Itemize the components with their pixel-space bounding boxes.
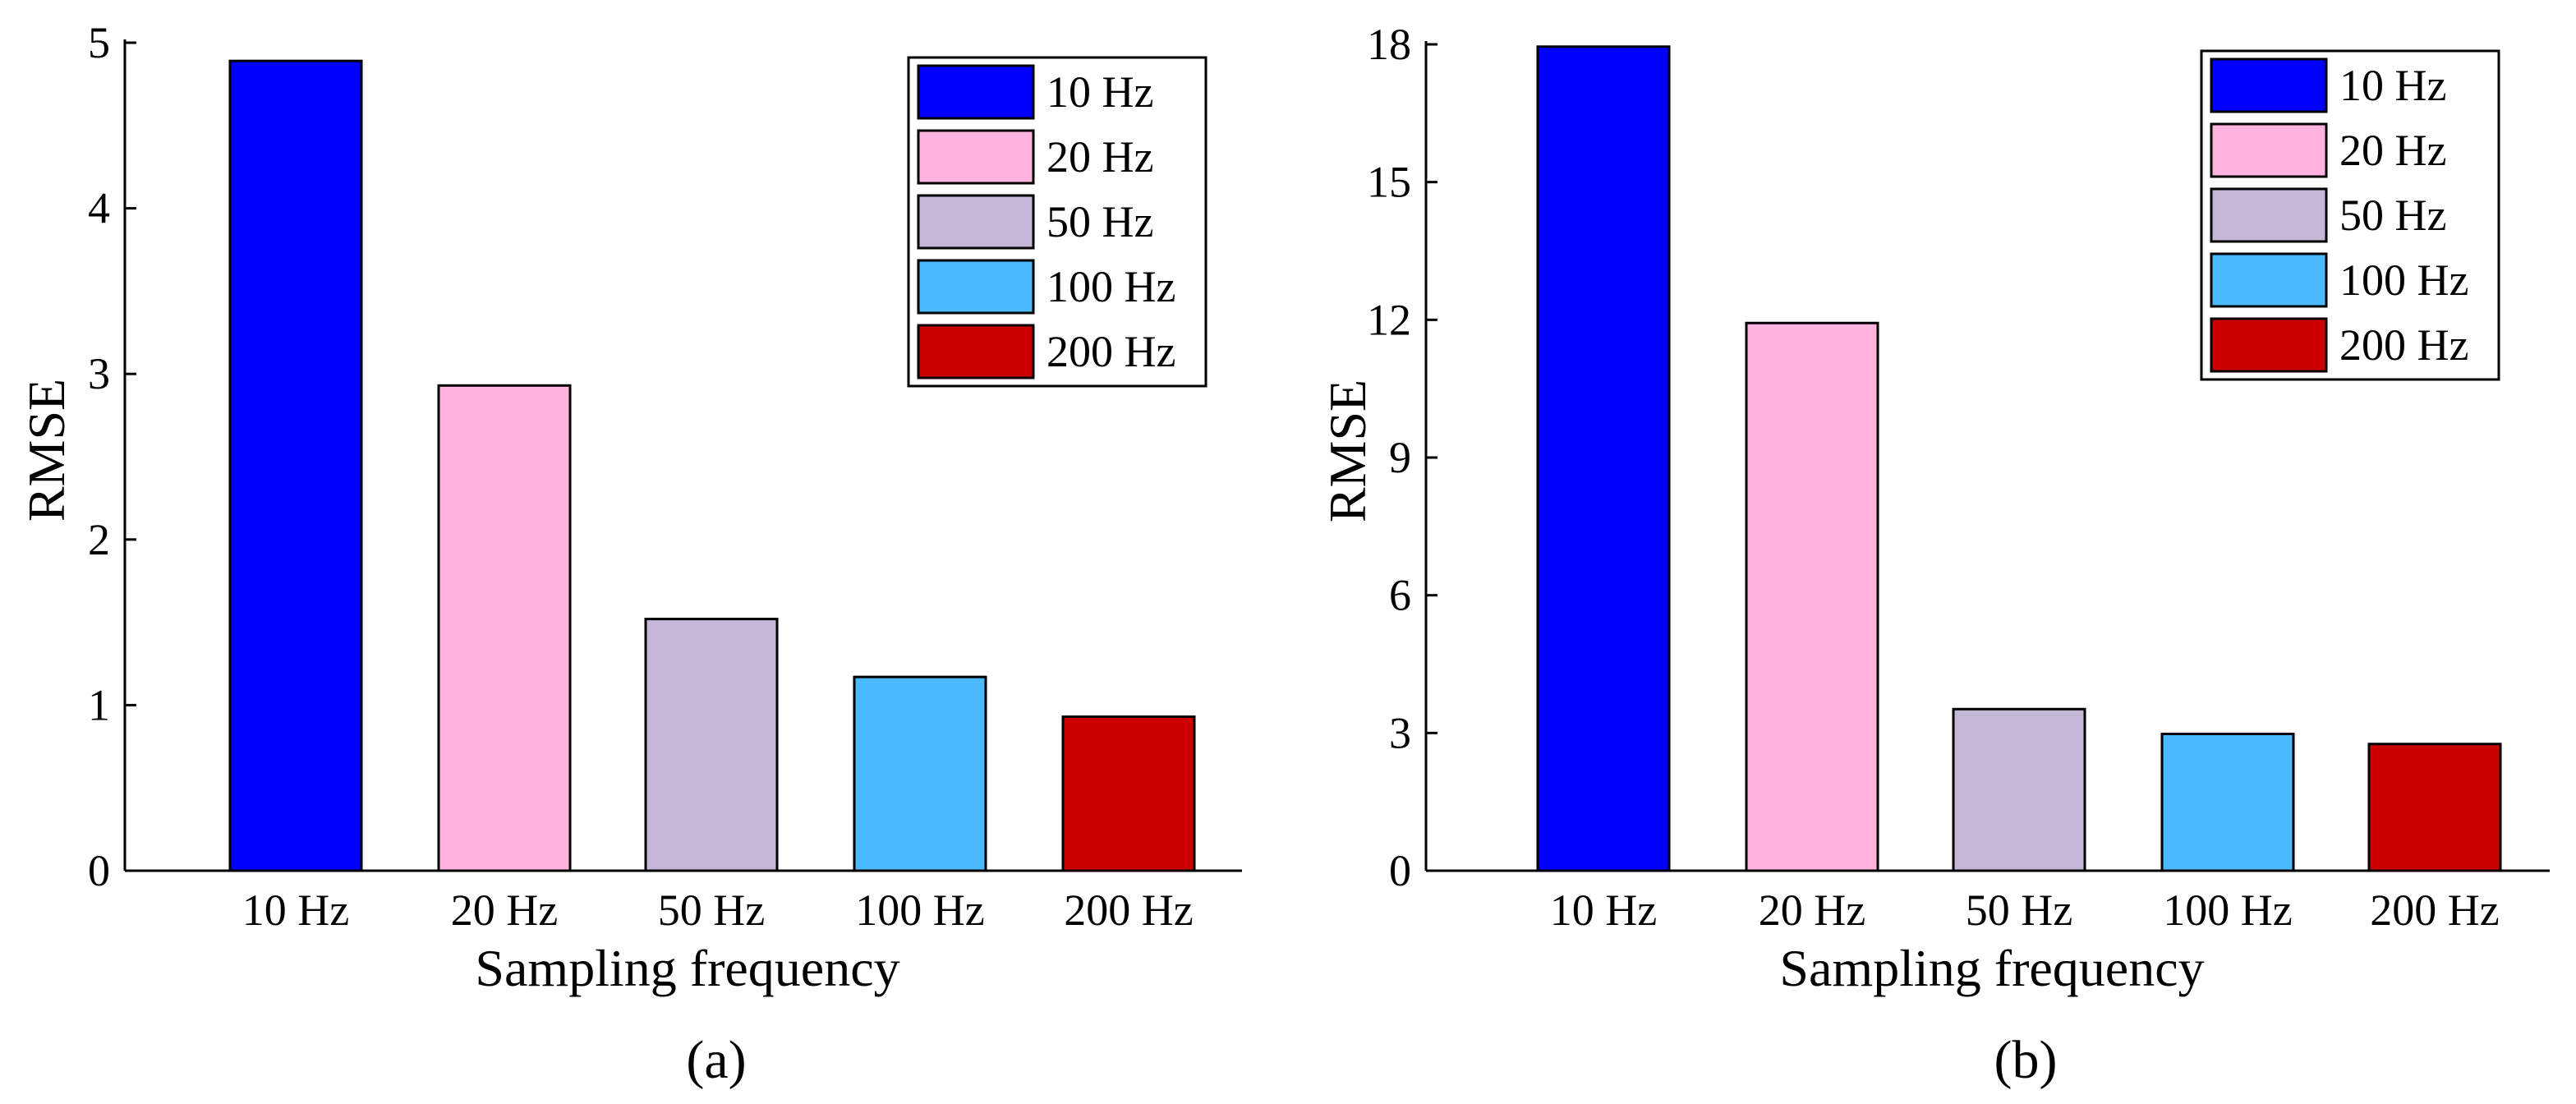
x-tick-label: 200 Hz bbox=[1064, 886, 1193, 935]
y-axis-label: RMSE bbox=[17, 379, 76, 522]
y-tick-label: 0 bbox=[88, 846, 110, 895]
y-tick-label: 9 bbox=[1389, 433, 1411, 482]
y-tick-label: 1 bbox=[88, 680, 110, 729]
y-tick-label: 18 bbox=[1367, 20, 1411, 69]
legend: 10 Hz 20 Hz 50 Hz 100 Hz 200 Hz bbox=[2200, 49, 2500, 381]
legend: 10 Hz 20 Hz 50 Hz 100 Hz 200 Hz bbox=[907, 56, 1208, 388]
y-tick-label: 3 bbox=[88, 349, 110, 398]
x-tick-label: 100 Hz bbox=[2163, 886, 2292, 935]
y-tick-label: 2 bbox=[88, 515, 110, 564]
panel-caption: (b) bbox=[1994, 1030, 2058, 1090]
y-tick-label: 15 bbox=[1367, 158, 1411, 207]
bar-50hz bbox=[1952, 707, 2086, 872]
bar-200hz bbox=[1061, 715, 1196, 872]
x-tick-label: 100 Hz bbox=[855, 886, 984, 935]
y-axis-label: RMSE bbox=[1318, 380, 1377, 522]
chart-panel-a: 0 1 2 3 4 5 10 Hz 20 Hz 50 Hz 100 Hz 200 Hz Samplin… bbox=[17, 18, 1242, 1090]
y-tick-label: 4 bbox=[88, 184, 110, 233]
y-tick-label: 6 bbox=[1389, 571, 1411, 620]
legend-swatch bbox=[917, 324, 1035, 380]
y-tick-label: 12 bbox=[1367, 295, 1411, 344]
y-tick-label: 0 bbox=[1389, 846, 1411, 895]
x-axis-label: Sampling frequency bbox=[1779, 939, 2204, 997]
legend-swatch bbox=[2210, 58, 2328, 113]
bar-20hz bbox=[1745, 321, 1879, 872]
legend-swatch bbox=[2210, 187, 2328, 243]
legend-label: 100 Hz bbox=[1046, 262, 1175, 311]
legend-swatch bbox=[917, 259, 1035, 315]
legend-label: 10 Hz bbox=[2339, 61, 2446, 110]
x-tick-label: 10 Hz bbox=[1550, 886, 1657, 935]
x-tick-label: 20 Hz bbox=[1759, 886, 1865, 935]
bar-10hz bbox=[1536, 45, 1671, 872]
y-tick-label: 3 bbox=[1389, 708, 1411, 757]
legend-label: 50 Hz bbox=[1046, 197, 1153, 246]
bar-50hz bbox=[644, 618, 779, 872]
legend-label: 10 Hz bbox=[1046, 67, 1153, 117]
legend-label: 20 Hz bbox=[1046, 132, 1153, 182]
x-tick-label: 50 Hz bbox=[1966, 886, 2072, 935]
bar-100hz bbox=[2160, 732, 2295, 872]
legend-label: 200 Hz bbox=[2339, 320, 2468, 370]
legend-swatch bbox=[917, 194, 1035, 250]
legend-swatch bbox=[2210, 122, 2328, 178]
x-tick-label: 20 Hz bbox=[451, 886, 558, 935]
x-tick-label: 200 Hz bbox=[2370, 886, 2499, 935]
x-tick-label: 50 Hz bbox=[658, 886, 765, 935]
y-tick-label: 5 bbox=[88, 18, 110, 67]
x-axis-label: Sampling frequency bbox=[475, 939, 899, 997]
bar-10hz bbox=[228, 59, 363, 872]
legend-swatch bbox=[917, 64, 1035, 120]
bar-20hz bbox=[437, 384, 572, 872]
legend-label: 50 Hz bbox=[2339, 191, 2446, 240]
x-tick-label: 10 Hz bbox=[242, 886, 349, 935]
legend-label: 200 Hz bbox=[1046, 327, 1175, 376]
legend-swatch bbox=[917, 129, 1035, 185]
legend-label: 100 Hz bbox=[2339, 255, 2468, 305]
bar-200hz bbox=[2367, 743, 2502, 872]
bar-100hz bbox=[853, 675, 987, 872]
legend-swatch bbox=[2210, 317, 2328, 373]
panel-caption: (a) bbox=[686, 1030, 746, 1090]
legend-swatch bbox=[2210, 252, 2328, 308]
chart-panel-b: 0 3 6 9 12 15 18 10 Hz 20 Hz 50 Hz 100 Hz 200 Hz Sam… bbox=[1318, 20, 2550, 1090]
legend-label: 20 Hz bbox=[2339, 126, 2446, 175]
